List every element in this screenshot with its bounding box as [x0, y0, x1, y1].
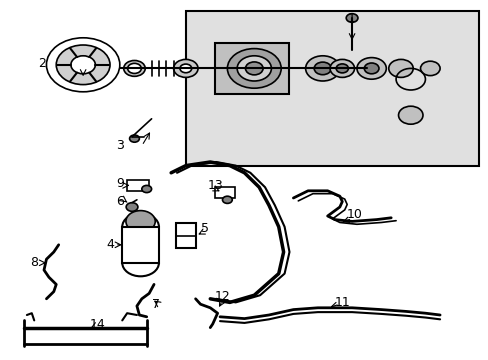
Circle shape — [122, 213, 159, 240]
Bar — [215, 187, 234, 198]
Circle shape — [126, 203, 138, 211]
Circle shape — [142, 185, 151, 193]
Text: 13: 13 — [207, 179, 223, 192]
Circle shape — [173, 59, 198, 77]
Circle shape — [388, 59, 412, 77]
Circle shape — [123, 60, 145, 76]
Bar — [176, 223, 195, 248]
Circle shape — [125, 211, 155, 232]
Circle shape — [420, 61, 439, 76]
Circle shape — [222, 196, 232, 203]
Bar — [122, 227, 159, 263]
Circle shape — [127, 63, 141, 73]
Text: 7: 7 — [152, 298, 160, 311]
Circle shape — [237, 56, 271, 81]
Circle shape — [180, 64, 191, 73]
Bar — [127, 180, 149, 191]
Text: 1: 1 — [347, 12, 355, 24]
Circle shape — [313, 62, 331, 75]
Text: 3: 3 — [116, 139, 123, 152]
Circle shape — [245, 62, 263, 75]
Circle shape — [71, 56, 95, 74]
Text: 5: 5 — [201, 222, 209, 235]
Text: 12: 12 — [214, 291, 230, 303]
Circle shape — [56, 45, 110, 85]
Circle shape — [356, 58, 386, 79]
Circle shape — [46, 38, 120, 92]
Circle shape — [305, 56, 339, 81]
Circle shape — [398, 106, 422, 124]
Text: 9: 9 — [116, 177, 123, 190]
Circle shape — [227, 49, 281, 88]
Circle shape — [329, 59, 354, 77]
Circle shape — [346, 14, 357, 22]
Text: 8: 8 — [30, 256, 38, 269]
Circle shape — [122, 249, 159, 276]
Text: 14: 14 — [90, 318, 105, 330]
Text: 6: 6 — [116, 195, 123, 208]
Text: 4: 4 — [106, 238, 114, 251]
Bar — [215, 43, 288, 94]
Circle shape — [129, 135, 139, 142]
Text: 10: 10 — [346, 208, 362, 221]
Bar — [185, 11, 478, 166]
Text: 11: 11 — [334, 296, 349, 309]
Circle shape — [336, 64, 347, 73]
Text: 2: 2 — [38, 57, 45, 69]
Circle shape — [364, 63, 378, 74]
